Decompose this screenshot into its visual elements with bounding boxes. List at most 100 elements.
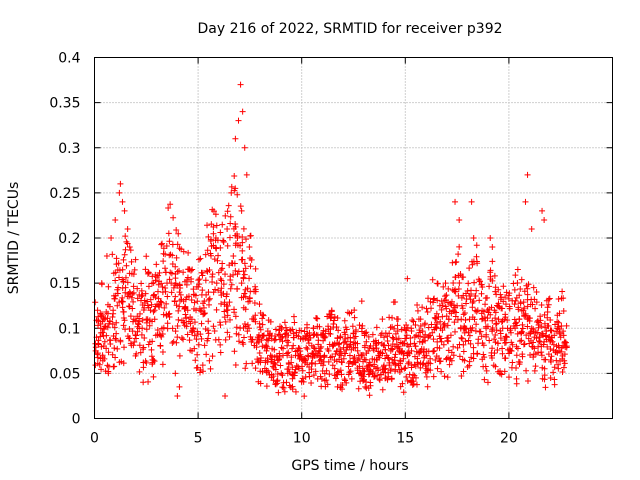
data-point bbox=[134, 313, 141, 320]
data-point bbox=[476, 297, 483, 304]
data-point bbox=[187, 314, 194, 321]
data-point bbox=[330, 342, 337, 349]
data-point bbox=[94, 351, 101, 358]
data-point bbox=[343, 379, 350, 386]
data-point bbox=[478, 310, 485, 317]
data-point bbox=[200, 368, 207, 375]
data-point bbox=[450, 280, 457, 287]
data-point bbox=[432, 324, 439, 331]
data-point bbox=[307, 334, 314, 341]
data-point bbox=[232, 185, 239, 192]
data-point bbox=[301, 393, 308, 400]
data-point bbox=[526, 318, 533, 325]
data-point bbox=[281, 388, 288, 395]
data-point bbox=[290, 342, 297, 349]
data-point bbox=[325, 326, 332, 333]
data-point bbox=[300, 378, 307, 385]
data-point bbox=[363, 378, 370, 385]
data-point bbox=[440, 341, 447, 348]
data-point bbox=[128, 294, 135, 301]
data-point bbox=[176, 245, 183, 252]
data-point bbox=[192, 292, 199, 299]
data-point bbox=[311, 352, 318, 359]
data-point bbox=[166, 310, 173, 317]
data-point bbox=[157, 342, 164, 349]
data-point bbox=[506, 345, 513, 352]
data-point bbox=[503, 333, 510, 340]
data-point bbox=[470, 344, 477, 351]
data-point bbox=[211, 256, 218, 263]
data-point bbox=[240, 341, 247, 348]
data-point bbox=[261, 344, 268, 351]
data-point bbox=[215, 336, 222, 343]
data-point bbox=[550, 369, 557, 376]
data-point bbox=[105, 368, 112, 375]
data-point bbox=[414, 301, 421, 308]
data-point bbox=[103, 253, 110, 260]
data-point bbox=[334, 383, 341, 390]
data-point bbox=[234, 191, 241, 198]
data-point bbox=[210, 230, 217, 237]
data-point bbox=[203, 351, 210, 358]
data-point bbox=[119, 304, 126, 311]
data-point bbox=[205, 233, 212, 240]
data-point bbox=[486, 306, 493, 313]
data-point bbox=[139, 317, 146, 324]
data-point bbox=[150, 373, 157, 380]
data-point bbox=[124, 279, 131, 286]
data-point bbox=[112, 269, 119, 276]
data-point bbox=[132, 317, 139, 324]
data-point bbox=[537, 313, 544, 320]
data-point bbox=[339, 386, 346, 393]
data-point bbox=[428, 305, 435, 312]
data-point bbox=[544, 314, 551, 321]
data-point bbox=[192, 357, 199, 364]
data-point bbox=[484, 294, 491, 301]
data-point bbox=[105, 283, 112, 290]
data-point bbox=[301, 355, 308, 362]
data-point bbox=[312, 368, 319, 375]
data-point bbox=[94, 350, 101, 357]
data-point bbox=[480, 342, 487, 349]
data-point bbox=[267, 352, 274, 359]
data-point bbox=[433, 310, 440, 317]
data-point bbox=[389, 346, 396, 353]
data-point bbox=[422, 337, 429, 344]
data-point bbox=[252, 283, 259, 290]
data-point bbox=[489, 317, 496, 324]
data-point bbox=[104, 315, 111, 322]
data-point bbox=[452, 198, 459, 205]
data-point bbox=[252, 312, 259, 319]
data-point bbox=[250, 315, 257, 322]
data-point bbox=[195, 256, 202, 263]
data-point bbox=[151, 291, 158, 298]
data-point bbox=[114, 345, 121, 352]
data-point bbox=[213, 222, 220, 229]
data-point bbox=[453, 258, 460, 265]
data-point bbox=[97, 329, 104, 336]
x-tick-label: 15 bbox=[396, 431, 414, 447]
data-point bbox=[348, 375, 355, 382]
data-point bbox=[491, 350, 498, 357]
data-point bbox=[499, 350, 506, 357]
data-point bbox=[514, 279, 521, 286]
data-point bbox=[143, 359, 150, 366]
data-point bbox=[226, 333, 233, 340]
data-point bbox=[242, 293, 249, 300]
data-point bbox=[408, 347, 415, 354]
data-point bbox=[487, 273, 494, 280]
data-point bbox=[271, 359, 278, 366]
data-point bbox=[459, 335, 466, 342]
data-point bbox=[359, 372, 366, 379]
data-point bbox=[130, 298, 137, 305]
data-point bbox=[204, 327, 211, 334]
data-point bbox=[288, 359, 295, 366]
data-point bbox=[456, 216, 463, 223]
data-point bbox=[354, 365, 361, 372]
data-point bbox=[337, 334, 344, 341]
data-point bbox=[199, 269, 206, 276]
data-point bbox=[251, 300, 258, 307]
data-point bbox=[520, 299, 527, 306]
data-point bbox=[430, 336, 437, 343]
data-point bbox=[481, 376, 488, 383]
